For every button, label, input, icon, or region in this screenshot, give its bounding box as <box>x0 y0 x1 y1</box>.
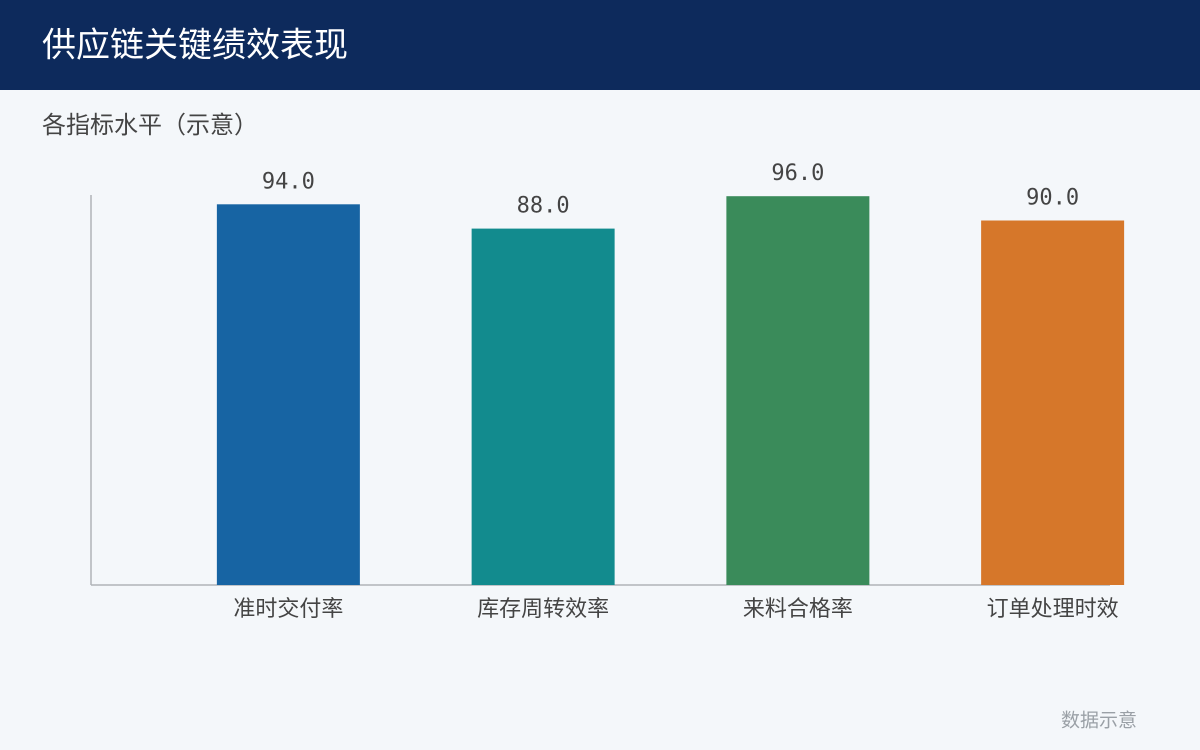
x-tick-label: 准时交付率 <box>233 597 343 622</box>
chart-subtitle: 各指标水平（示意） <box>42 111 258 139</box>
value-label: 96.0 <box>771 161 824 186</box>
footnote: 数据示意 <box>1061 710 1137 732</box>
value-label: 88.0 <box>517 194 570 219</box>
bar <box>471 228 615 585</box>
value-label: 94.0 <box>262 169 315 194</box>
bar <box>981 220 1125 585</box>
value-label: 90.0 <box>1026 186 1079 211</box>
bar <box>216 204 360 586</box>
x-tick-label: 订单处理时效 <box>987 597 1119 622</box>
x-tick-label: 库存周转效率 <box>477 597 609 622</box>
header-bar <box>0 0 1200 90</box>
chart-title: 供应链关键绩效表现 <box>42 26 348 66</box>
x-tick-label: 来料合格率 <box>743 597 853 622</box>
bar <box>726 196 870 585</box>
